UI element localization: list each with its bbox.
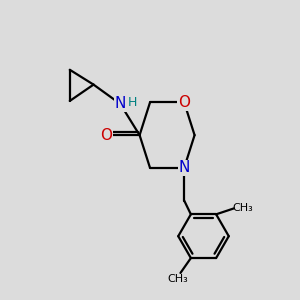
Text: CH₃: CH₃	[232, 203, 253, 213]
Text: O: O	[178, 95, 190, 110]
Text: CH₃: CH₃	[168, 274, 188, 284]
Text: O: O	[100, 128, 112, 142]
Text: H: H	[128, 96, 137, 109]
Text: N: N	[115, 96, 126, 111]
Text: N: N	[178, 160, 190, 175]
